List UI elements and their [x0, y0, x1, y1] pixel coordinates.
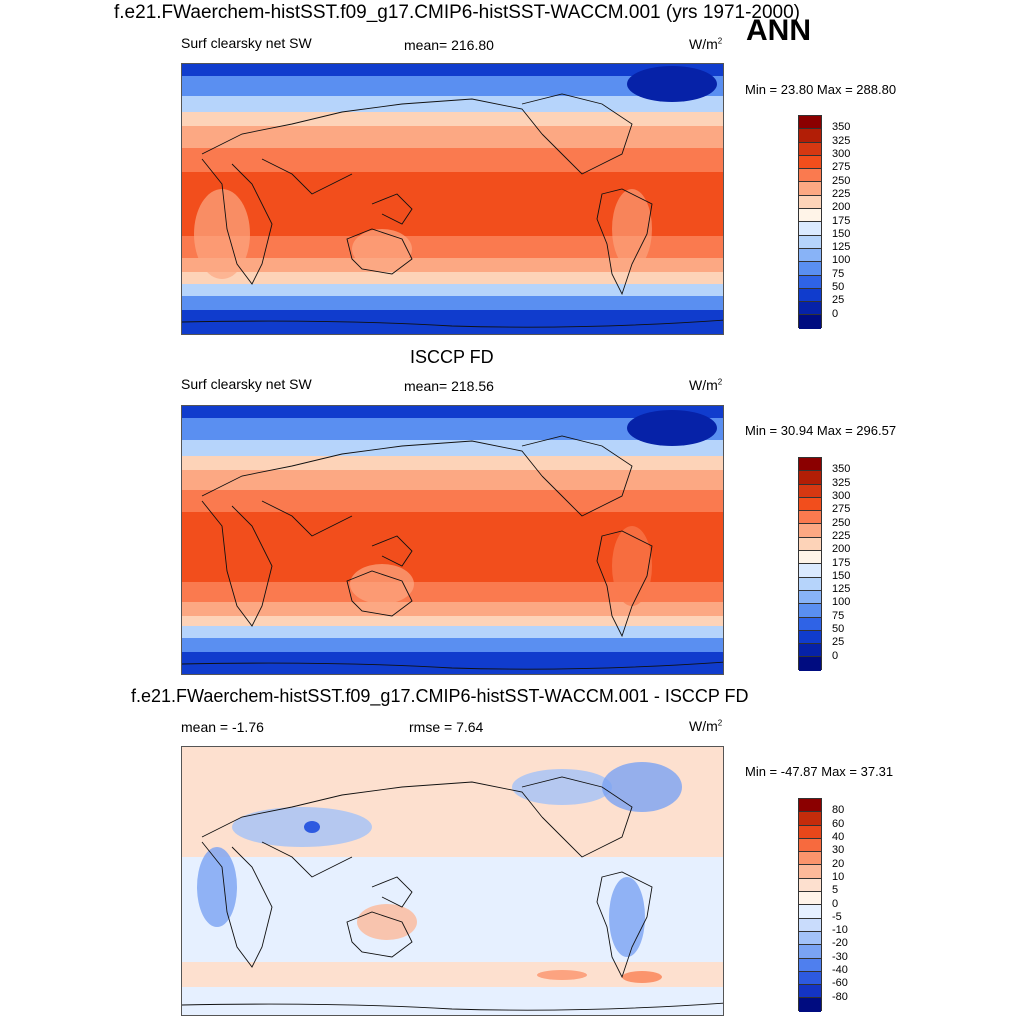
panel2-colorbar-tick: 200 — [832, 543, 851, 556]
panel2-colorbar — [798, 457, 822, 671]
panel1-colorbar — [798, 115, 822, 329]
panel1-colorbar-tick: 300 — [832, 147, 851, 160]
panel1-units-label: W/m2 — [689, 36, 723, 52]
panel1-colorbar-tick: 125 — [832, 241, 851, 254]
panel3-colorbar-tick: 20 — [832, 857, 845, 870]
panel3-colorbar-tick: -10 — [832, 924, 848, 937]
panel3-colorbar-tick: 0 — [832, 897, 839, 910]
panel1-colorbar-tick: 225 — [832, 187, 851, 200]
panel3-colorbar-tick: -20 — [832, 937, 848, 950]
panel2-colorbar-tick: 325 — [832, 476, 851, 489]
panel1-colorbar-tick: 100 — [832, 254, 851, 267]
panel2-variable-label: Surf clearsky net SW — [181, 376, 312, 392]
panel1-minmax: Min = 23.80 Max = 288.80 — [745, 82, 897, 97]
panel3-mean-label: mean = -1.76 — [181, 719, 264, 735]
panel3-colorbar-tick: -5 — [832, 910, 842, 923]
panel1-colorbar-tick: 75 — [832, 267, 845, 280]
panel1-colorbar-tick: 325 — [832, 134, 851, 147]
panel2-colorbar-tick: 125 — [832, 583, 851, 596]
panel1-mean-label: mean= 216.80 — [404, 37, 494, 53]
panel3-colorbar-tick: 40 — [832, 830, 845, 843]
panel1-colorbar-tick: 275 — [832, 161, 851, 174]
panel3-title: f.e21.FWaerchem-histSST.f09_g17.CMIP6-hi… — [131, 686, 749, 706]
panel1-colorbar-tick: 175 — [832, 214, 851, 227]
panel3-minmax: Min = -47.87 Max = 37.31 — [745, 764, 894, 779]
panel1-colorbar-tick: 350 — [832, 121, 851, 134]
panel3-colorbar-tick: -30 — [832, 950, 848, 963]
panel2-colorbar-tick: 25 — [832, 636, 845, 649]
panel3-colorbar-tick: -40 — [832, 964, 848, 977]
panel1-variable-label: Surf clearsky net SW — [181, 35, 312, 51]
panel2-mean-label: mean= 218.56 — [404, 378, 494, 394]
panel2-colorbar-tick: 175 — [832, 556, 851, 569]
panel2-colorbar-tick: 50 — [832, 623, 845, 636]
panel1-colorbar-tick: 150 — [832, 227, 851, 240]
panel3-units-label: W/m2 — [689, 718, 723, 734]
panel2-colorbar-tick: 75 — [832, 609, 845, 622]
panel1-colorbar-tick: 0 — [832, 307, 839, 320]
panel1-model-map — [181, 63, 724, 335]
panel1-colorbar-tick: 200 — [832, 201, 851, 214]
panel3-colorbar-tick: 80 — [832, 804, 845, 817]
panel1-colorbar-tick: 50 — [832, 281, 845, 294]
panel3-colorbar-tick: -60 — [832, 977, 848, 990]
panel2-colorbar-tick: 275 — [832, 503, 851, 516]
panel2-units-label: W/m2 — [689, 377, 723, 393]
panel2-colorbar-tick: 0 — [832, 649, 839, 662]
panel2-colorbar-tick: 100 — [832, 596, 851, 609]
panel2-colorbar-tick: 300 — [832, 489, 851, 502]
season-label: ANN — [746, 14, 811, 47]
panel2-colorbar-tick: 350 — [832, 463, 851, 476]
panel2-title: ISCCP FD — [410, 347, 494, 367]
panel2-obs-map — [181, 405, 724, 675]
panel2-colorbar-tick: 250 — [832, 516, 851, 529]
panel3-colorbar-tick: 30 — [832, 844, 845, 857]
panel3-colorbar-tick: 5 — [832, 884, 839, 897]
panel2-colorbar-tick: 150 — [832, 569, 851, 582]
panel3-colorbar-tick: 60 — [832, 817, 845, 830]
panel2-minmax: Min = 30.94 Max = 296.57 — [745, 423, 897, 438]
panel2-colorbar-tick: 225 — [832, 529, 851, 542]
panel3-colorbar-tick: 10 — [832, 870, 845, 883]
panel1-colorbar-tick: 250 — [832, 174, 851, 187]
panel1-colorbar-tick: 25 — [832, 294, 845, 307]
panel3-rmse-label: rmse = 7.64 — [409, 719, 484, 735]
panel3-difference-map — [181, 746, 724, 1016]
panel3-colorbar — [798, 798, 822, 1012]
main-title: f.e21.FWaerchem-histSST.f09_g17.CMIP6-hi… — [114, 2, 801, 23]
panel3-colorbar-tick: -80 — [832, 990, 848, 1003]
